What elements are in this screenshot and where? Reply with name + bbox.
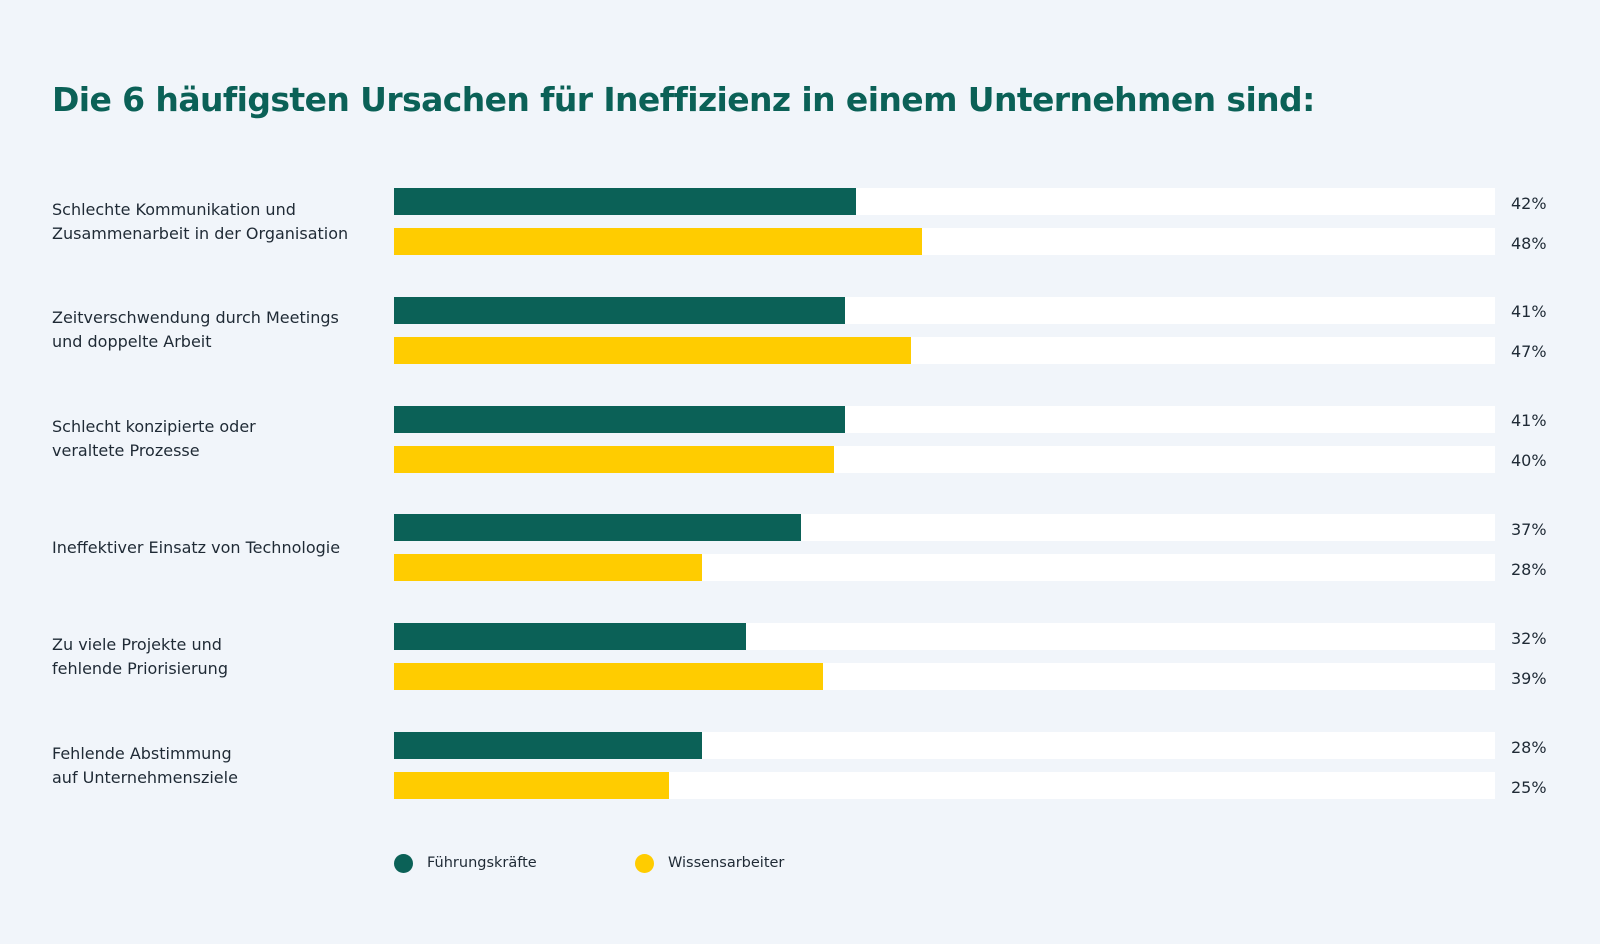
category-label: Zeitverschwendung durch Meetings und dop… <box>52 308 339 352</box>
category-label: Fehlende Abstimmung auf Unternehmensziel… <box>52 743 238 787</box>
value-label: 41% <box>1511 302 1547 322</box>
value-label: 48% <box>1511 233 1547 253</box>
value-label: 39% <box>1511 668 1547 688</box>
bar-wissensarbeiter <box>394 554 703 582</box>
bar-wissensarbeiter <box>394 445 835 473</box>
legend-swatch-wissensarbeiter <box>635 853 654 873</box>
bar-fuehrungskraefte <box>394 405 846 433</box>
category-label: Zu viele Projekte und fehlende Priorisie… <box>52 634 228 678</box>
category-label: Schlechte Kommunikation und Zusammenarbe… <box>52 199 349 243</box>
value-label: 28% <box>1511 737 1547 757</box>
value-label: 41% <box>1511 411 1547 431</box>
bar-wissensarbeiter <box>394 663 824 691</box>
legend-item-fuehrungskraefte: Führungskräfte <box>394 852 537 874</box>
value-label: 25% <box>1511 777 1547 797</box>
bar-fuehrungskraefte <box>394 296 846 324</box>
value-label: 40% <box>1511 451 1547 471</box>
chart-title: Die 6 häufigsten Ursachen für Ineffizien… <box>52 80 1315 119</box>
value-label: 42% <box>1511 193 1547 213</box>
legend-item-wissensarbeiter: Wissensarbeiter <box>635 852 784 874</box>
bar-wissensarbeiter <box>394 228 923 255</box>
legend-swatch-fuehrungskraefte <box>394 853 413 873</box>
value-label: 37% <box>1511 519 1547 539</box>
bar-wissensarbeiter <box>394 772 670 799</box>
value-label: 32% <box>1511 628 1547 648</box>
bar-fuehrungskraefte <box>394 514 802 542</box>
bar-wissensarbeiter <box>394 336 912 364</box>
bar-fuehrungskraefte <box>394 732 703 759</box>
legend-label-fuehrungskraefte: Führungskräfte <box>427 855 537 871</box>
category-label: Schlecht konzipierte oder veraltete Proz… <box>52 417 256 461</box>
bar-fuehrungskraefte <box>394 188 857 215</box>
legend-label-wissensarbeiter: Wissensarbeiter <box>668 855 785 871</box>
category-label: Ineffektiver Einsatz von Technologie <box>52 537 341 557</box>
bar-fuehrungskraefte <box>394 623 747 651</box>
value-label: 47% <box>1511 342 1547 362</box>
legend: Führungskräfte Wissensarbeiter <box>394 852 994 874</box>
value-label: 28% <box>1511 559 1547 579</box>
